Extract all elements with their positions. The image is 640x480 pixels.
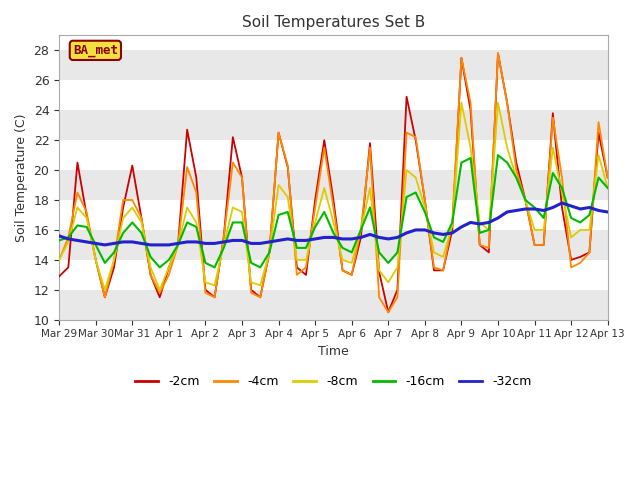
- Bar: [59, 290, 608, 320]
- Text: BA_met: BA_met: [73, 44, 118, 57]
- Bar: [59, 50, 608, 80]
- Bar: [59, 110, 608, 140]
- Bar: [59, 260, 608, 290]
- Legend: -2cm, -4cm, -8cm, -16cm, -32cm: -2cm, -4cm, -8cm, -16cm, -32cm: [131, 370, 536, 393]
- Bar: [59, 230, 608, 260]
- Y-axis label: Soil Temperature (C): Soil Temperature (C): [15, 113, 28, 242]
- Bar: [59, 170, 608, 200]
- Bar: [59, 200, 608, 230]
- X-axis label: Time: Time: [318, 345, 349, 358]
- Bar: [59, 140, 608, 170]
- Bar: [59, 80, 608, 110]
- Title: Soil Temperatures Set B: Soil Temperatures Set B: [242, 15, 425, 30]
